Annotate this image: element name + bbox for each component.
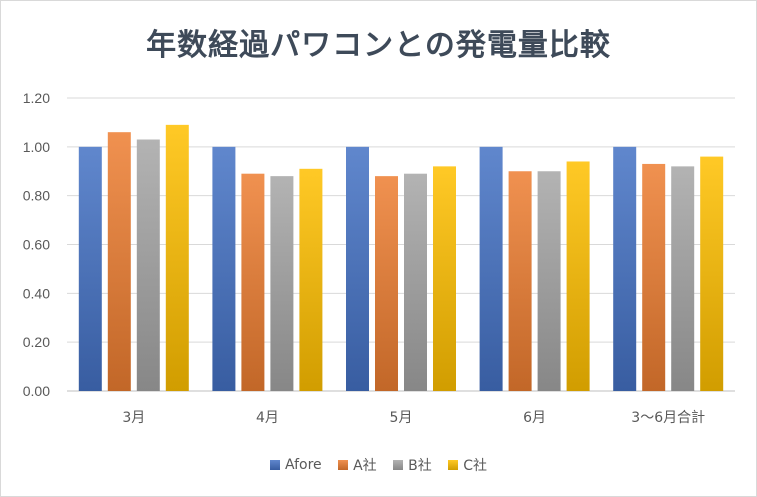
- x-category-label: 5月: [390, 410, 413, 426]
- legend: Afore A社 B社 C社: [0, 455, 757, 475]
- legend-item-c: C社: [448, 455, 487, 475]
- bar-Afore-4月: [212, 146, 236, 391]
- bar-C社-5月: [433, 166, 456, 391]
- chart-title: 年数経過パワコンとの発電量比較: [146, 28, 611, 63]
- bar-B社-5月: [404, 173, 427, 391]
- y-tick-label: 0.00: [23, 383, 50, 399]
- legend-label-afore: Afore: [285, 457, 322, 473]
- legend-swatch-b: [393, 460, 404, 470]
- bar-C社-4月: [299, 168, 323, 391]
- y-tick-label: 0.80: [23, 188, 50, 204]
- x-category-label: 3～6月合計: [631, 410, 705, 426]
- bar-Afore-6月: [479, 146, 503, 391]
- bar-B社-3～6月合計: [671, 166, 695, 391]
- legend-label-c: C社: [463, 458, 487, 474]
- bar-A社-3月: [107, 132, 131, 391]
- legend-swatch-afore: [270, 460, 281, 470]
- bar-Afore-3月: [78, 146, 102, 391]
- y-tick-label: 1.20: [23, 90, 50, 106]
- bar-Afore-3～6月合計: [613, 146, 637, 391]
- legend-item-b: B社: [393, 455, 432, 475]
- legend-label-a: A社: [353, 458, 377, 474]
- y-tick-label: 0.60: [23, 237, 50, 253]
- x-category-label: 3月: [122, 410, 145, 426]
- legend-label-b: B社: [408, 458, 432, 474]
- legend-item-afore: Afore: [270, 457, 322, 473]
- y-tick-label: 0.20: [23, 334, 50, 350]
- bar-C社-6月: [566, 161, 590, 391]
- bar-Afore-5月: [346, 146, 369, 391]
- legend-swatch-c: [448, 460, 459, 470]
- bar-C社-3～6月合計: [700, 156, 724, 391]
- bar-A社-3～6月合計: [642, 163, 666, 391]
- bar-B社-6月: [537, 171, 561, 391]
- bar-B社-3月: [136, 139, 160, 391]
- bar-B社-4月: [270, 176, 294, 391]
- bar-A社-5月: [375, 176, 398, 391]
- legend-swatch-a: [338, 460, 349, 470]
- bar-A社-4月: [241, 173, 265, 391]
- x-category-label: 6月: [523, 410, 546, 426]
- bar-C社-3月: [165, 124, 189, 391]
- x-category-label: 4月: [256, 410, 279, 426]
- legend-item-a: A社: [338, 455, 377, 475]
- bar-A社-6月: [508, 171, 532, 391]
- y-tick-label: 1.00: [23, 139, 50, 155]
- y-tick-label: 0.40: [23, 285, 50, 301]
